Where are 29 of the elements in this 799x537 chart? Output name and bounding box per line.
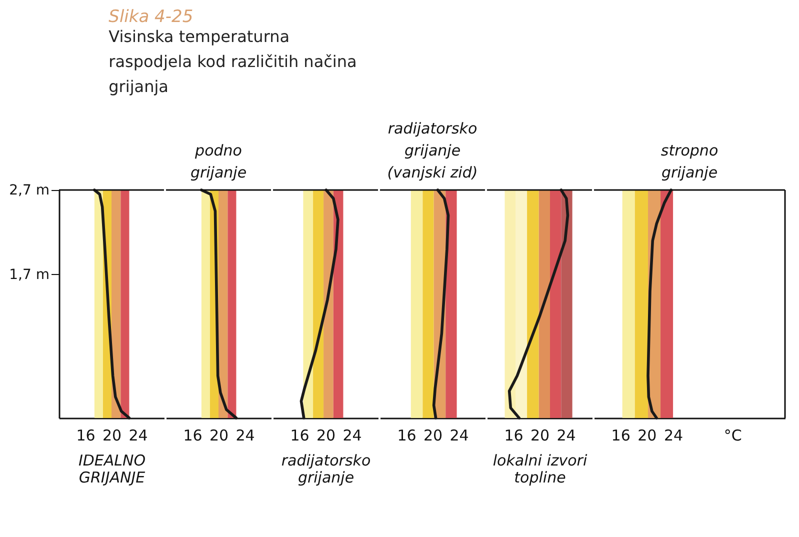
x-tick-label: 16 <box>504 426 524 444</box>
x-tick-label: 16 <box>611 426 630 444</box>
x-axis-title: radijatorsko grijanje <box>281 452 371 486</box>
x-tick-label: 20 <box>209 426 229 444</box>
x-tick-label: 20 <box>638 426 657 444</box>
x-tick-label: °C <box>724 426 742 444</box>
y-tick-label: 1,7 m <box>9 266 50 283</box>
x-tick-label: 20 <box>316 426 336 444</box>
chart-title: radijatorsko grijanje (vanjski zid) <box>387 120 478 182</box>
x-tick-label: 16 <box>290 426 310 444</box>
x-tick-label: 24 <box>450 426 469 444</box>
chart-title: Slika 4-25 <box>108 7 194 27</box>
x-axis-title: IDEALNO GRIJANJE <box>78 452 146 486</box>
y-tick-label: 2,7 m <box>9 182 50 198</box>
text: Visinska temperaturna raspodjela kod različitih načina grijanja <box>108 27 357 96</box>
x-tick-label: 20 <box>102 426 122 444</box>
x-tick-label: 16 <box>183 426 202 444</box>
x-tick-label: 24 <box>236 426 255 444</box>
x-axis-title: lokalni izvori topline <box>492 452 588 486</box>
x-tick-label: 20 <box>423 426 443 444</box>
x-tick-label: 16 <box>76 426 96 444</box>
chart-title: stropno grijanje <box>660 142 718 182</box>
x-tick-label: 24 <box>556 426 576 444</box>
x-tick-label: 24 <box>342 426 362 444</box>
x-tick-label: 24 <box>664 426 684 444</box>
x-tick-label: 24 <box>128 426 148 444</box>
x-tick-label: 20 <box>530 426 550 444</box>
chart-title: podno grijanje <box>190 142 247 182</box>
x-tick-label: 16 <box>397 426 416 444</box>
